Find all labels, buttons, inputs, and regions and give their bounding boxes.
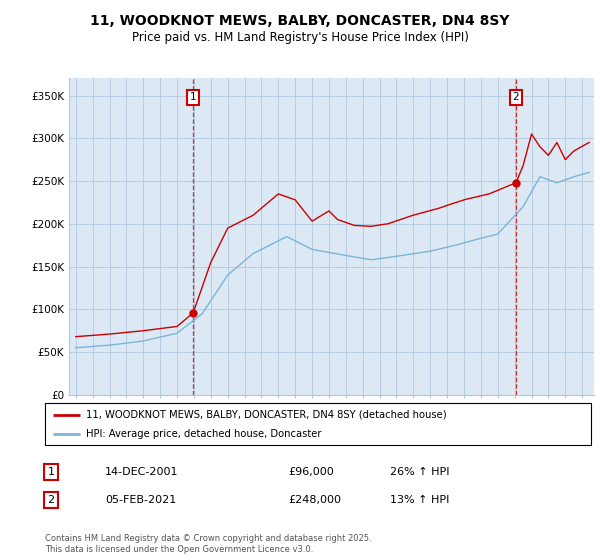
Text: £248,000: £248,000 (288, 495, 341, 505)
Text: 11, WOODKNOT MEWS, BALBY, DONCASTER, DN4 8SY (detached house): 11, WOODKNOT MEWS, BALBY, DONCASTER, DN4… (86, 409, 446, 419)
Text: 1: 1 (190, 92, 197, 102)
Text: 05-FEB-2021: 05-FEB-2021 (105, 495, 176, 505)
Text: 2: 2 (513, 92, 520, 102)
Text: 26% ↑ HPI: 26% ↑ HPI (390, 467, 449, 477)
Text: 2: 2 (47, 495, 55, 505)
Text: Contains HM Land Registry data © Crown copyright and database right 2025.
This d: Contains HM Land Registry data © Crown c… (45, 534, 371, 554)
Text: 13% ↑ HPI: 13% ↑ HPI (390, 495, 449, 505)
Text: 11, WOODKNOT MEWS, BALBY, DONCASTER, DN4 8SY: 11, WOODKNOT MEWS, BALBY, DONCASTER, DN4… (90, 14, 510, 28)
FancyBboxPatch shape (45, 403, 591, 445)
Text: 1: 1 (47, 467, 55, 477)
Text: Price paid vs. HM Land Registry's House Price Index (HPI): Price paid vs. HM Land Registry's House … (131, 31, 469, 44)
Text: 14-DEC-2001: 14-DEC-2001 (105, 467, 179, 477)
Text: £96,000: £96,000 (288, 467, 334, 477)
Text: HPI: Average price, detached house, Doncaster: HPI: Average price, detached house, Donc… (86, 429, 322, 439)
